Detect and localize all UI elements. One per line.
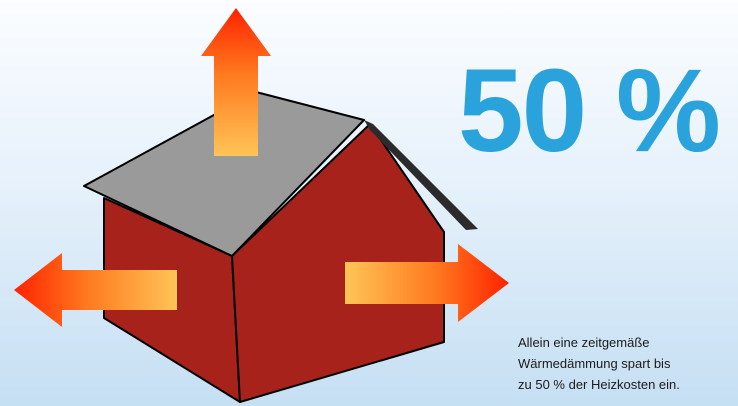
roof-overhang bbox=[364, 120, 478, 230]
caption-line: zu 50 % der Heizkosten ein. bbox=[518, 377, 680, 392]
house-icon bbox=[83, 91, 478, 403]
savings-headline: 50 % bbox=[458, 45, 721, 177]
caption-line: Wärmedämmung spart bis bbox=[518, 356, 671, 371]
arrow-up-icon bbox=[201, 8, 271, 156]
caption-line: Allein eine zeitgemäße bbox=[518, 335, 650, 350]
arrow-right-icon bbox=[345, 244, 509, 322]
arrow-left-icon bbox=[14, 253, 177, 327]
roof bbox=[83, 91, 365, 257]
caption-text: Allein eine zeitgemäße Wärmedämmung spar… bbox=[518, 332, 733, 395]
